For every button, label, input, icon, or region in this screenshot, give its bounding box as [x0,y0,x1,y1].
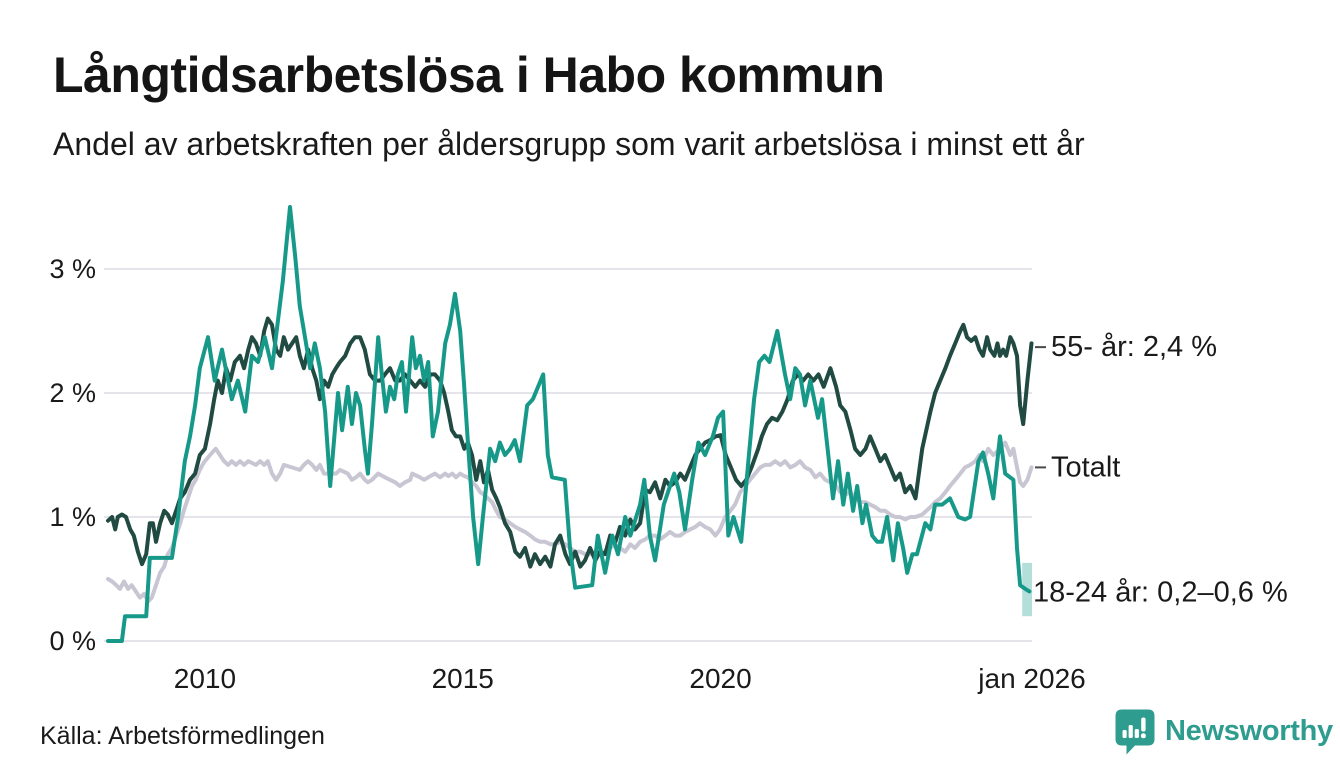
series-line-totalt [106,440,1034,604]
page-title: Långtidsarbetslösa i Habo kommun [53,47,885,103]
x-tick-label: 2015 [432,663,494,694]
y-tick-label: 1 % [49,502,96,532]
y-tick-label: 0 % [49,626,96,656]
y-tick-label: 2 % [49,378,96,408]
series-end-label: 18-24 år: 0,2–0,6 % [1033,577,1288,609]
chart-footer: Källa: Arbetsförmedlingen Newsworthy [0,706,1340,766]
x-tick-label: jan 2026 [977,663,1085,694]
x-tick-label: 2020 [689,663,751,694]
source-note: Källa: Arbetsförmedlingen [40,722,325,750]
chart-subtitle: Andel av arbetskraften per åldersgrupp s… [53,126,1085,162]
newsworthy-icon [1114,708,1156,755]
x-tick-label: 2010 [174,663,236,694]
series-end-label: 55- år: 2,4 % [1051,331,1217,363]
series-end-label: Totalt [1051,451,1120,483]
series-line-18-24 [106,205,1032,643]
newsworthy-logo[interactable]: Newsworthy [1114,708,1333,755]
y-tick-label: 3 % [49,254,96,284]
newsworthy-wordmark: Newsworthy [1165,715,1333,747]
series-line-55 [106,316,1034,569]
